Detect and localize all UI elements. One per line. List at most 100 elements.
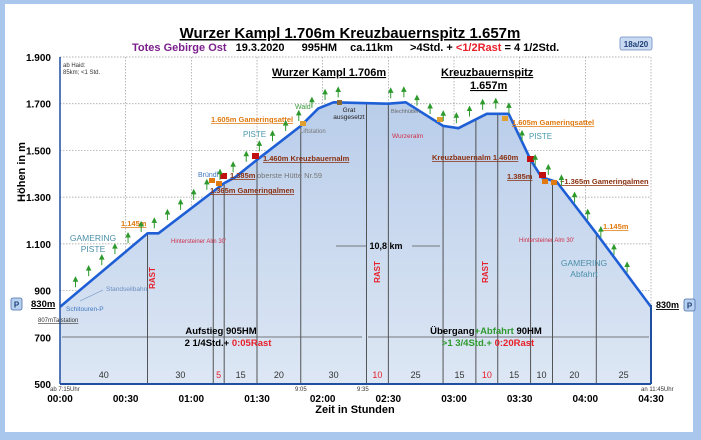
huette-label: 1.385m	[230, 171, 256, 180]
segment-duration: 5	[216, 370, 221, 380]
tree-icon	[295, 109, 302, 116]
grat-label-2: ausgesetzt	[333, 114, 365, 121]
standseilbahn-pointer	[79, 289, 104, 302]
tree-icon	[571, 191, 578, 198]
chart-title: Wurzer Kampl 1.706m Kreuzbauernspitz 1.6…	[180, 25, 521, 42]
segment-duration: 10	[537, 370, 547, 380]
subtitle-km: ca.11km	[350, 42, 393, 54]
y-tick: 1.900	[26, 53, 51, 64]
tree-icon	[479, 98, 486, 105]
uebergang-label: Übergang+Abfahrt 90HM	[430, 326, 542, 337]
rast-label-3: RAST	[481, 261, 490, 283]
hut-icon	[216, 181, 222, 186]
segment-duration: 30	[329, 370, 339, 380]
tree-icon	[256, 140, 263, 146]
schitouren-label: Schitouren-P	[66, 306, 104, 313]
gamering-piste-1: GAMERING	[70, 233, 116, 243]
x-tick: 04:30	[638, 394, 664, 405]
y-tick: 900	[34, 287, 51, 298]
end-height-label: 830m	[656, 300, 679, 310]
segment-duration: 20	[569, 370, 579, 380]
y-tick: 1.700	[26, 100, 51, 111]
wurzeralm-label: Wurzeralm	[392, 133, 423, 140]
uebergang-time: >1 3/4Std.+ 0:20Rast	[442, 338, 535, 349]
x-tick: 03:00	[441, 394, 467, 405]
piste-left-label: PISTE	[243, 130, 266, 139]
aufstieg-label: Aufstieg 905HM	[185, 326, 256, 337]
blechhuetten-label: Blechhütten	[391, 109, 420, 115]
tree-icon	[164, 208, 171, 215]
x-tick: 01:30	[244, 394, 270, 405]
segment-duration: 20	[274, 370, 284, 380]
time-905: 9:05	[295, 387, 307, 393]
segment-duration: 15	[454, 370, 464, 380]
standseilbahn-label: Standseilbahn	[106, 286, 148, 293]
tree-icon	[177, 198, 184, 205]
tree-icon	[190, 188, 197, 195]
page-badge-bg	[619, 36, 653, 51]
grat-label-1: Grat	[343, 107, 356, 114]
hut-icon	[539, 172, 546, 178]
tree-icon	[151, 217, 158, 223]
tree-icon	[598, 226, 604, 232]
huette-note: oberste Hütte Nr.59	[257, 171, 322, 180]
gamering-piste-2: PISTE	[81, 244, 106, 254]
hut-icon	[300, 121, 306, 126]
peak2-label-1: Kreuzbauernspitz	[441, 67, 534, 79]
peak2-label-2: 1.657m	[470, 80, 508, 92]
x-axis-label: Zeit in Stunden	[315, 404, 395, 416]
x-tick: 03:30	[507, 394, 533, 405]
gamering-abfahrt-1: GAMERING	[561, 258, 607, 268]
hut-icon	[337, 100, 342, 105]
tree-icon	[558, 174, 565, 181]
peak1-label: Wurzer Kampl 1.706m	[272, 67, 386, 79]
tree-icon	[243, 150, 250, 157]
start-note-2: 85km; <1 Std.	[63, 70, 101, 76]
tree-icon	[230, 161, 236, 167]
profile-area	[60, 102, 651, 385]
x-tick: 02:30	[376, 394, 402, 405]
hinterstein-left-label: Hintersteiner Alm 30'	[171, 239, 226, 245]
distance-label: 10,8 km	[369, 241, 402, 251]
tree-icon	[414, 94, 420, 101]
gamering-abfahrt-2: Abfahrt	[570, 269, 598, 279]
gamalmen-left-label: 1.365m Gameringalmen	[210, 186, 295, 195]
hut-icon	[502, 116, 508, 121]
segment-duration: 25	[619, 370, 629, 380]
tree-icon	[387, 87, 394, 93]
rast-label-1: RAST	[148, 267, 157, 289]
segment-duration: 40	[99, 370, 109, 380]
piste-right-label: PISTE	[529, 132, 552, 141]
tree-icon	[401, 86, 407, 92]
tree-icon	[545, 163, 552, 170]
gamsattel-left-label: 1.605m Gameringsattel	[211, 115, 293, 124]
tree-markers	[72, 86, 630, 288]
bruendl-label: Bründl	[198, 172, 219, 179]
y-axis-label: Höhen in m	[16, 142, 28, 202]
huette-right-label: 1.385m	[507, 172, 533, 181]
y-tick: 500	[34, 380, 51, 391]
tree-icon	[269, 130, 276, 136]
start-note-1: ab Haid:	[63, 63, 86, 69]
tree-icon	[427, 102, 433, 109]
tree-icon	[453, 112, 460, 118]
rast-label-2: RAST	[373, 261, 382, 283]
hut-icon	[437, 117, 443, 122]
segment-duration: 15	[236, 370, 246, 380]
wald-label: Wald	[295, 104, 311, 111]
y-tick: 1.100	[26, 240, 51, 251]
x-tick: 04:00	[573, 394, 599, 405]
tree-icon	[466, 105, 473, 112]
tree-icon	[506, 102, 512, 108]
tree-icon	[335, 86, 341, 92]
x-tick: 00:30	[113, 394, 139, 405]
subtitle-rast: <1/2Rast	[456, 42, 502, 54]
x-tick-labels: 00:00 00:30 01:00 01:30 02:00 02:30 03:00 03:30…	[47, 394, 664, 405]
tree-icon	[309, 96, 315, 103]
y-tick-labels: 500 700 900 1.100 1.300 1.500 1.700 1.900	[26, 53, 51, 391]
gamalmen-right-label: ~1.365m Gameringalmen	[560, 177, 649, 186]
x-tick: 02:00	[310, 394, 336, 405]
page-badge: 18a/20	[624, 40, 649, 49]
y-tick: 1.300	[26, 193, 51, 204]
segment-durations: 40 30 5 15 20 30 10 25 15 10 15 10 20 25	[99, 370, 629, 380]
